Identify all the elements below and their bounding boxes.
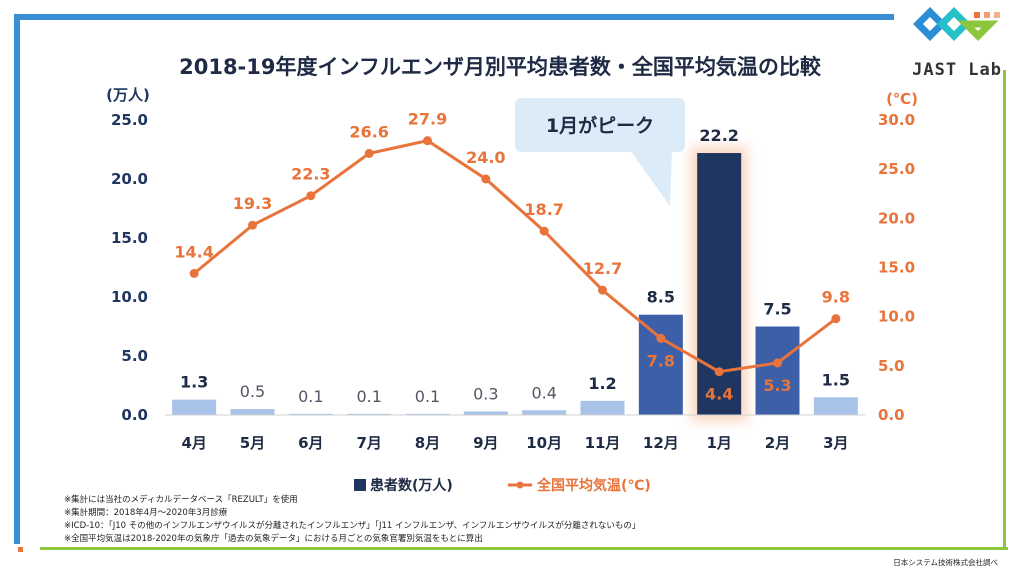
bar bbox=[522, 410, 567, 415]
x-tick-label: 1月 bbox=[706, 434, 731, 452]
notes: ※集計には当社のメディカルデータベース「REZULT」を使用 ※集計期間：201… bbox=[64, 494, 640, 546]
bar-value-label: 0.1 bbox=[415, 387, 440, 406]
x-tick-label: 3月 bbox=[823, 434, 848, 452]
bar-value-label: 22.2 bbox=[699, 126, 738, 145]
right-tick-label: 25.0 bbox=[878, 160, 915, 178]
temperature-point bbox=[423, 136, 432, 146]
left-axis-unit: (万人) bbox=[106, 86, 150, 104]
legend-line-label: 全国平均気温(℃) bbox=[536, 477, 651, 494]
right-tick-label: 20.0 bbox=[878, 209, 915, 227]
left-tick-label: 5.0 bbox=[121, 347, 148, 365]
bar bbox=[347, 413, 392, 415]
temperature-line bbox=[193, 139, 837, 374]
bar-value-label: 1.3 bbox=[180, 373, 208, 392]
x-tick-label: 8月 bbox=[415, 434, 440, 452]
temperature-point bbox=[306, 191, 316, 201]
temperature-point bbox=[539, 226, 549, 236]
temperature-value-label: 19.3 bbox=[233, 194, 272, 213]
jast-logo-icon bbox=[913, 7, 1000, 41]
temperature-value-label: 5.3 bbox=[763, 376, 791, 395]
temperature-point bbox=[364, 148, 374, 158]
left-tick-label: 10.0 bbox=[111, 288, 148, 306]
left-tick-label: 15.0 bbox=[111, 229, 148, 247]
bar bbox=[813, 397, 858, 415]
frame-left-bar bbox=[14, 14, 20, 544]
right-tick-label: 5.0 bbox=[878, 357, 905, 375]
callout-text: 1月がピーク bbox=[546, 114, 654, 137]
bar-value-label: 7.5 bbox=[763, 300, 791, 319]
temperature-value-label: 4.4 bbox=[705, 385, 733, 404]
frame-bottom-bar bbox=[40, 547, 1008, 550]
right-tick-label: 15.0 bbox=[878, 259, 915, 277]
legend-bar-swatch bbox=[354, 479, 366, 491]
temperature-value-label: 7.8 bbox=[647, 351, 675, 370]
temperature-value-label: 12.7 bbox=[583, 259, 622, 278]
x-tick-label: 7月 bbox=[356, 434, 381, 452]
temperature-value-label: 22.3 bbox=[291, 165, 330, 184]
temperature-point bbox=[248, 220, 257, 230]
bar bbox=[288, 413, 333, 415]
chart-title: 2018-19年度インフルエンザ月別平均患者数・全国平均気温の比較 bbox=[179, 55, 822, 79]
legend-bar-label: 患者数(万人) bbox=[370, 477, 453, 494]
temperature-point bbox=[189, 268, 199, 278]
note-line: ※集計期間：2018年4月～2020年3月診療 bbox=[64, 508, 228, 518]
bar bbox=[230, 409, 275, 415]
temperature-point bbox=[656, 333, 666, 343]
bar-value-label: 8.5 bbox=[647, 288, 675, 307]
temperature-value-label: 27.9 bbox=[408, 110, 447, 129]
right-tick-label: 30.0 bbox=[878, 111, 915, 129]
bar-value-label: 1.5 bbox=[822, 370, 850, 389]
bar-value-label: 0.1 bbox=[298, 387, 323, 406]
frame-top-bar bbox=[14, 14, 894, 20]
legend-line-marker bbox=[516, 481, 524, 489]
right-tick-label: 10.0 bbox=[878, 308, 915, 326]
x-tick-label: 6月 bbox=[298, 434, 323, 452]
temperature-value-label: 18.7 bbox=[524, 200, 563, 219]
bar-value-label: 0.1 bbox=[356, 387, 381, 406]
x-tick-label: 9月 bbox=[473, 434, 498, 452]
temperature-point bbox=[773, 358, 782, 368]
temperature-value-label: 24.0 bbox=[466, 148, 505, 167]
temperature-point bbox=[481, 174, 491, 184]
bar bbox=[405, 413, 450, 415]
corner-dot bbox=[18, 547, 23, 552]
note-line: ※ICD-10：「J10 その他のインフルエンザウイルスが分離されたインフルエン… bbox=[64, 521, 641, 531]
bar-value-label: 0.4 bbox=[531, 383, 556, 402]
bar bbox=[755, 326, 800, 415]
left-tick-label: 0.0 bbox=[121, 406, 148, 424]
right-axis-unit: (℃) bbox=[886, 90, 918, 108]
x-tick-label: 5月 bbox=[240, 434, 265, 452]
bar bbox=[463, 411, 508, 415]
x-tick-label: 2月 bbox=[765, 434, 790, 452]
temperature-value-label: 14.4 bbox=[174, 242, 213, 261]
callout: 1月がピーク bbox=[515, 98, 685, 206]
bar bbox=[638, 314, 683, 415]
x-tick-label: 4月 bbox=[181, 434, 206, 452]
temperature-value-label: 9.8 bbox=[822, 288, 850, 307]
x-tick-label: 10月 bbox=[526, 434, 562, 452]
bar-value-label: 0.3 bbox=[473, 384, 498, 403]
bar-value-label: 0.5 bbox=[240, 382, 265, 401]
right-tick-label: 0.0 bbox=[878, 406, 905, 424]
temperature-point bbox=[714, 367, 724, 377]
x-tick-label: 11月 bbox=[585, 434, 621, 452]
left-tick-label: 25.0 bbox=[111, 111, 148, 129]
footer-credit: 日本システム技術株式会社調べ bbox=[893, 558, 998, 567]
bar bbox=[172, 399, 217, 415]
note-line: ※全国平均気温は2018-2020年の気象庁「過去の気象データ」における月ごとの… bbox=[64, 534, 483, 544]
temperature-point bbox=[831, 314, 841, 324]
note-line: ※集計には当社のメディカルデータベース「REZULT」を使用 bbox=[64, 495, 298, 505]
logo-text: JAST Lab bbox=[912, 60, 1002, 80]
frame-right-bar bbox=[1003, 70, 1006, 548]
bar-value-label: 1.2 bbox=[588, 374, 616, 393]
left-tick-label: 20.0 bbox=[111, 170, 148, 188]
temperature-point bbox=[598, 285, 607, 295]
legend: 患者数(万人) 全国平均気温(℃) bbox=[354, 477, 651, 494]
temperature-value-label: 26.6 bbox=[349, 122, 388, 141]
bar bbox=[580, 400, 625, 415]
x-tick-label: 12月 bbox=[643, 434, 679, 452]
